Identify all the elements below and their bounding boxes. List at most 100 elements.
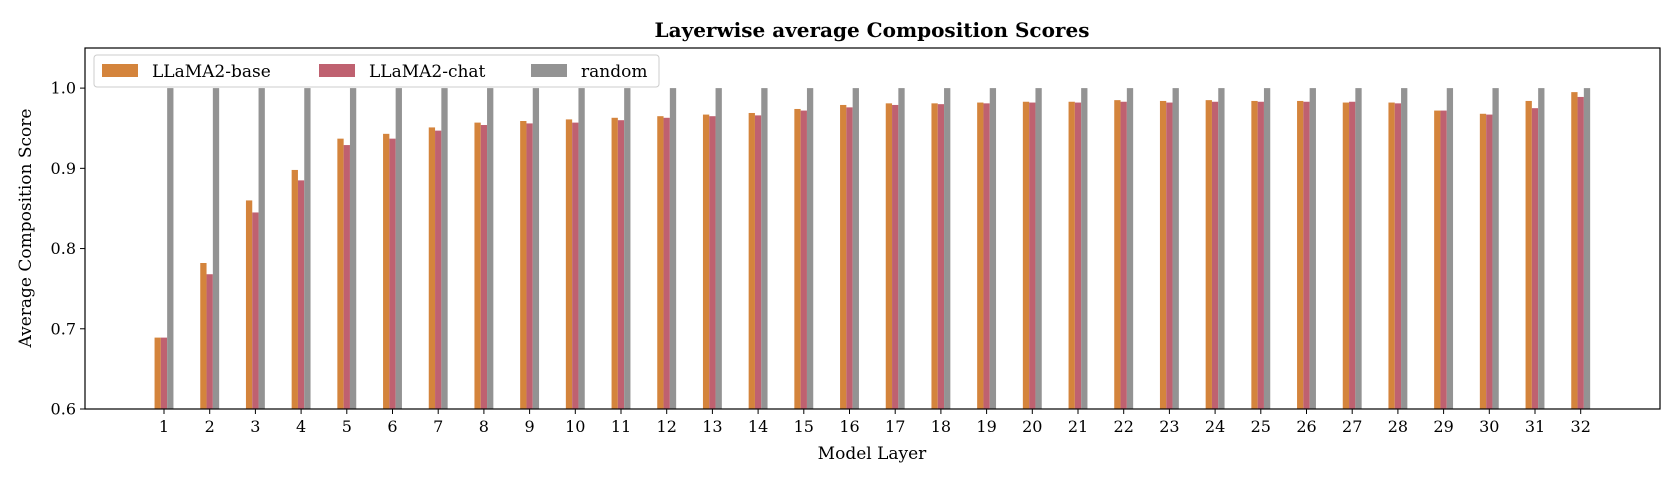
bar-llama2-base-layer-32 <box>1571 92 1578 410</box>
x-tick-label: 29 <box>1433 417 1453 436</box>
x-tick-label: 26 <box>1296 417 1316 436</box>
bar-llama2-chat-layer-1 <box>160 337 168 409</box>
bar-llama2-chat-layer-14 <box>754 115 762 409</box>
bar-llama2-base-layer-29 <box>1434 110 1441 409</box>
bar-random-layer-16 <box>852 88 859 410</box>
x-tick-label: 28 <box>1388 417 1408 436</box>
bar-llama2-chat-layer-29 <box>1440 110 1447 409</box>
bar-llama2-base-layer-20 <box>1022 101 1030 409</box>
bar-llama2-base-layer-27 <box>1342 102 1350 410</box>
bar-llama2-base-layer-6 <box>383 133 390 409</box>
bar-random-layer-21 <box>1081 88 1088 410</box>
bar-llama2-chat-layer-17 <box>892 104 899 410</box>
x-tick-label: 18 <box>931 417 951 436</box>
bar-llama2-chat-layer-11 <box>617 120 625 409</box>
bar-llama2-base-layer-17 <box>885 103 893 409</box>
bar-llama2-base-layer-26 <box>1297 100 1304 409</box>
bar-llama2-base-layer-15 <box>794 108 801 409</box>
x-tick-label: 4 <box>296 417 306 436</box>
x-tick-label: 10 <box>565 417 585 436</box>
bar-llama2-base-layer-9 <box>520 121 527 409</box>
bar-llama2-chat-layer-5 <box>343 145 350 409</box>
bar-llama2-chat-layer-3 <box>252 212 259 409</box>
bar-random-layer-14 <box>761 88 768 410</box>
bar-llama2-base-layer-22 <box>1114 100 1121 409</box>
bar-llama2-chat-layer-32 <box>1577 96 1584 409</box>
bar-random-layer-27 <box>1355 88 1362 410</box>
bar-llama2-base-layer-1 <box>154 337 161 409</box>
bar-random-layer-9 <box>532 88 540 410</box>
x-tick-label: 27 <box>1342 417 1362 436</box>
chart-title: Layerwise average Composition Scores <box>655 18 1090 42</box>
bar-random-layer-3 <box>258 88 265 410</box>
bar-llama2-base-layer-4 <box>291 169 298 409</box>
bar-llama2-chat-layer-9 <box>526 123 533 409</box>
bar-random-layer-18 <box>944 88 951 410</box>
bar-llama2-base-layer-25 <box>1251 100 1258 409</box>
x-tick-label: 17 <box>885 417 905 436</box>
bar-random-layer-1 <box>167 88 174 410</box>
x-axis-ticks: 1 2 3 4 5 6 7 8 9 10 11 12 13 14 15 16 17 18 19 20 21 22 23 24 2… <box>159 409 1591 436</box>
bar-random-layer-28 <box>1401 88 1408 410</box>
bar-random-layer-24 <box>1218 88 1225 410</box>
x-tick-label: 21 <box>1068 417 1088 436</box>
y-axis-label: Average Composition Score <box>16 109 36 349</box>
bar-llama2-base-layer-30 <box>1479 113 1487 409</box>
bar-llama2-base-layer-23 <box>1159 100 1167 409</box>
legend-label: random <box>581 62 647 82</box>
x-tick-label: 3 <box>250 417 260 436</box>
bar-llama2-chat-layer-25 <box>1257 101 1264 409</box>
y-tick-label: 0.8 <box>51 239 76 258</box>
bar-llama2-base-layer-13 <box>702 114 710 409</box>
bar-llama2-base-layer-12 <box>657 116 664 409</box>
y-tick-label: 0.6 <box>51 400 76 419</box>
x-tick-label: 5 <box>342 417 352 436</box>
x-tick-label: 2 <box>205 417 215 436</box>
bar-llama2-chat-layer-8 <box>480 125 488 409</box>
x-tick-label: 20 <box>1022 417 1042 436</box>
bar-random-layer-5 <box>349 88 357 410</box>
bar-llama2-base-layer-19 <box>977 102 984 410</box>
x-tick-label: 9 <box>525 417 535 436</box>
x-tick-label: 24 <box>1205 417 1225 436</box>
bar-llama2-base-layer-31 <box>1525 100 1532 409</box>
bar-random-layer-13 <box>715 88 722 410</box>
bar-llama2-base-layer-3 <box>245 200 253 409</box>
bar-llama2-chat-layer-6 <box>389 138 396 409</box>
bar-llama2-chat-layer-2 <box>206 274 213 409</box>
bar-random-layer-6 <box>395 88 402 410</box>
bar-llama2-chat-layer-31 <box>1531 108 1539 410</box>
x-tick-label: 16 <box>839 417 859 436</box>
plot-frame <box>84 47 1661 410</box>
bar-llama2-chat-layer-15 <box>800 110 807 409</box>
x-axis-label: Model Layer <box>818 444 928 464</box>
bar-random-layer-2 <box>212 88 220 410</box>
bar-random-layer-17 <box>898 88 905 410</box>
x-tick-label: 32 <box>1571 417 1591 436</box>
bar-random-layer-7 <box>441 88 448 410</box>
bar-llama2-chat-layer-10 <box>572 122 579 410</box>
x-tick-label: 25 <box>1251 417 1271 436</box>
bar-random-layer-8 <box>487 88 494 410</box>
y-tick-label: 1.0 <box>51 79 76 98</box>
legend-swatch <box>531 64 567 77</box>
x-tick-label: 15 <box>794 417 814 436</box>
bar-llama2-chat-layer-26 <box>1303 101 1310 409</box>
bar-llama2-base-layer-21 <box>1068 101 1075 409</box>
x-tick-label: 11 <box>611 417 631 436</box>
x-tick-label: 1 <box>159 417 169 436</box>
bar-llama2-chat-layer-30 <box>1486 114 1493 409</box>
bar-random-layer-29 <box>1446 88 1454 410</box>
x-tick-label: 6 <box>387 417 397 436</box>
x-tick-label: 30 <box>1479 417 1499 436</box>
bar-random-layer-15 <box>806 88 814 410</box>
legend-swatch <box>319 64 355 77</box>
legend-label: LLaMA2-base <box>152 62 271 82</box>
bar-llama2-chat-layer-4 <box>297 180 305 409</box>
bar-random-layer-20 <box>1035 88 1042 410</box>
bar-llama2-base-layer-28 <box>1388 102 1395 410</box>
bar-llama2-base-layer-5 <box>337 138 344 409</box>
bar-random-layer-22 <box>1126 88 1134 410</box>
bar-llama2-base-layer-14 <box>748 112 755 409</box>
